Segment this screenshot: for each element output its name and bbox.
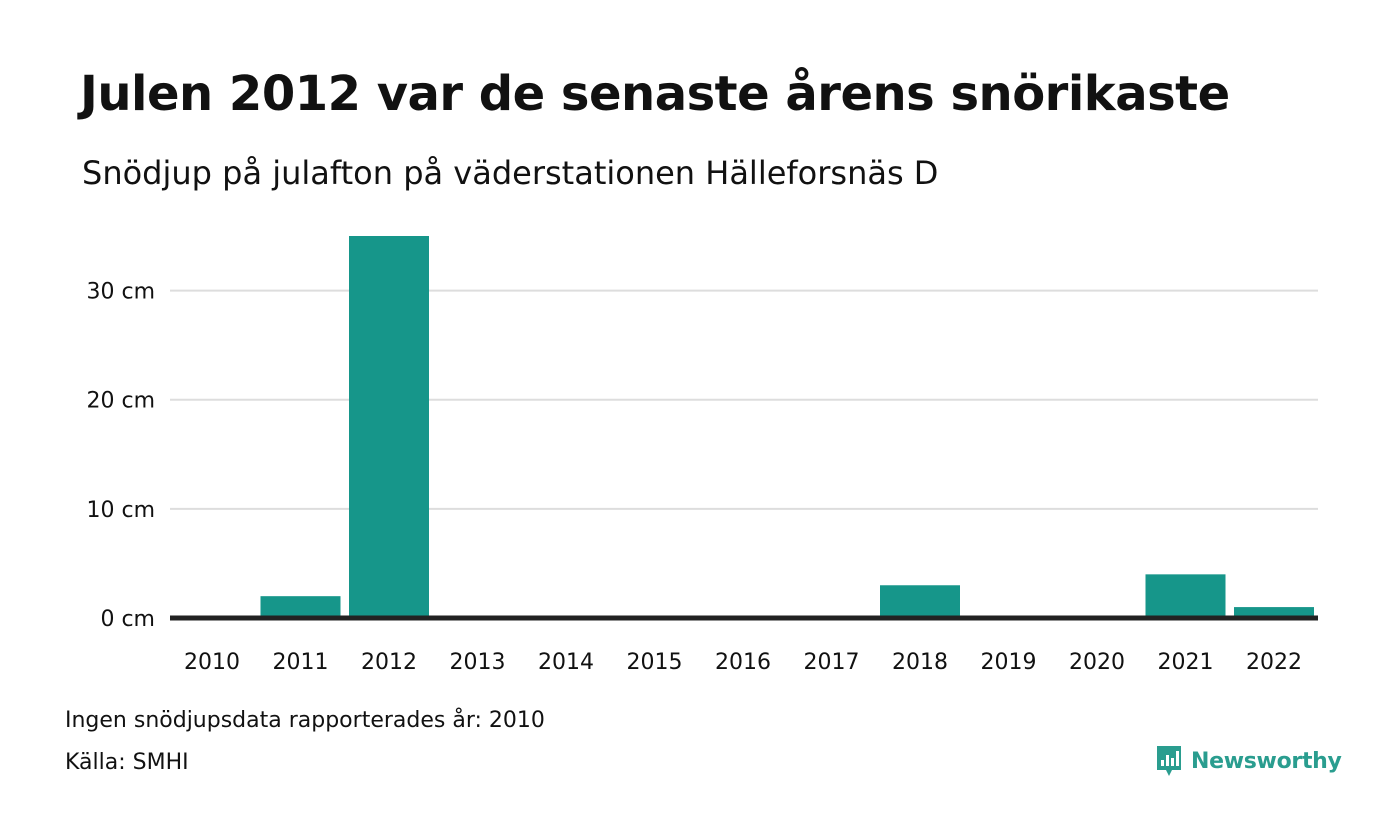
x-tick-label: 2013 bbox=[450, 650, 506, 675]
bar bbox=[260, 596, 341, 618]
x-tick-label: 2011 bbox=[273, 650, 329, 675]
x-tick-label: 2019 bbox=[981, 650, 1037, 675]
x-tick-label: 2010 bbox=[184, 650, 240, 675]
x-tick-label: 2022 bbox=[1246, 650, 1302, 675]
chart-title: Julen 2012 var de senaste årens snörikas… bbox=[80, 66, 1230, 122]
y-tick-label: 30 cm bbox=[86, 280, 155, 305]
brand-name: Newsworthy bbox=[1191, 748, 1342, 774]
bar bbox=[1145, 574, 1226, 618]
chart-subtitle: Snödjup på julafton på väderstationen Hä… bbox=[82, 154, 939, 192]
x-tick-label: 2017 bbox=[804, 650, 860, 675]
brand-logo: Newsworthy bbox=[1155, 744, 1342, 778]
x-tick-label: 2015 bbox=[627, 650, 683, 675]
y-tick-label: 10 cm bbox=[86, 498, 155, 523]
x-tick-label: 2014 bbox=[538, 650, 594, 675]
y-tick-label: 0 cm bbox=[100, 607, 155, 632]
bar bbox=[349, 236, 429, 618]
x-tick-label: 2021 bbox=[1158, 650, 1214, 675]
missing-data-note: Ingen snödjupsdata rapporterades år: 201… bbox=[65, 708, 545, 733]
bar bbox=[1234, 607, 1314, 618]
x-tick-label: 2016 bbox=[715, 650, 771, 675]
bar bbox=[880, 585, 960, 618]
x-tick-label: 2012 bbox=[361, 650, 417, 675]
source-note: Källa: SMHI bbox=[65, 750, 189, 775]
x-tick-label: 2020 bbox=[1069, 650, 1125, 675]
newsworthy-logo-icon bbox=[1157, 746, 1181, 776]
x-tick-label: 2018 bbox=[892, 650, 948, 675]
y-tick-label: 20 cm bbox=[86, 389, 155, 414]
